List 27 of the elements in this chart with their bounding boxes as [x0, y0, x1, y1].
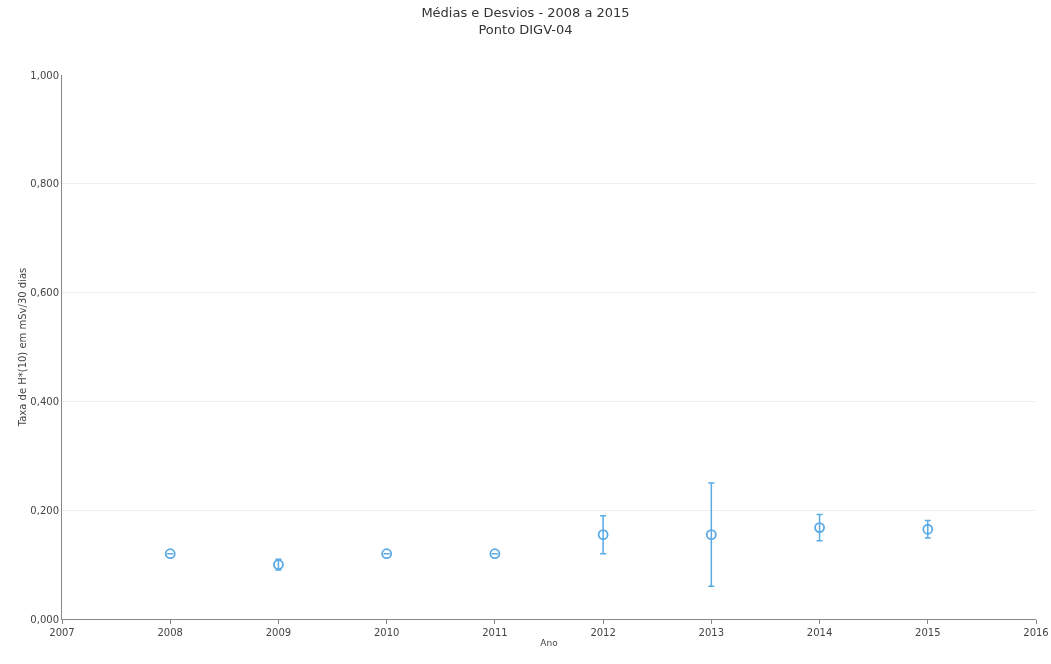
- x-tick-label: 2014: [806, 627, 833, 638]
- x-tick-label: 2015: [915, 627, 941, 638]
- x-tick-label: 2007: [49, 627, 75, 638]
- x-tick-label: 2010: [373, 627, 400, 638]
- x-axis-title: Ano: [540, 637, 559, 648]
- point: [922, 523, 934, 535]
- x-tick-label: 2008: [157, 627, 183, 638]
- chart-subtitle: Ponto DIGV-04: [478, 21, 573, 37]
- y-tick-label: 1,000: [30, 69, 59, 81]
- y-tick-label: 0,800: [30, 178, 59, 190]
- point: [705, 529, 717, 541]
- y-tick-label: 0,000: [30, 613, 59, 625]
- y-tick-label: 0,200: [30, 504, 59, 516]
- chart-title: Médias e Desvios - 2008 a 2015: [421, 4, 630, 20]
- y-tick-label: 0,400: [30, 395, 59, 407]
- y-tick-label: 0,600: [30, 287, 59, 299]
- x-tick-label: 2011: [482, 627, 508, 638]
- x-tick-label: 2009: [265, 627, 292, 638]
- x-tick-label: 2012: [590, 627, 616, 638]
- y-axis-title: Taxa de H*(10) em mSv/30 dias: [17, 267, 29, 428]
- point: [489, 548, 501, 560]
- x-tick-label: 2016: [1023, 627, 1049, 638]
- x-tick-label: 2013: [698, 627, 725, 638]
- point: [164, 548, 176, 560]
- point: [814, 522, 825, 534]
- point: [381, 548, 393, 560]
- point: [597, 529, 609, 541]
